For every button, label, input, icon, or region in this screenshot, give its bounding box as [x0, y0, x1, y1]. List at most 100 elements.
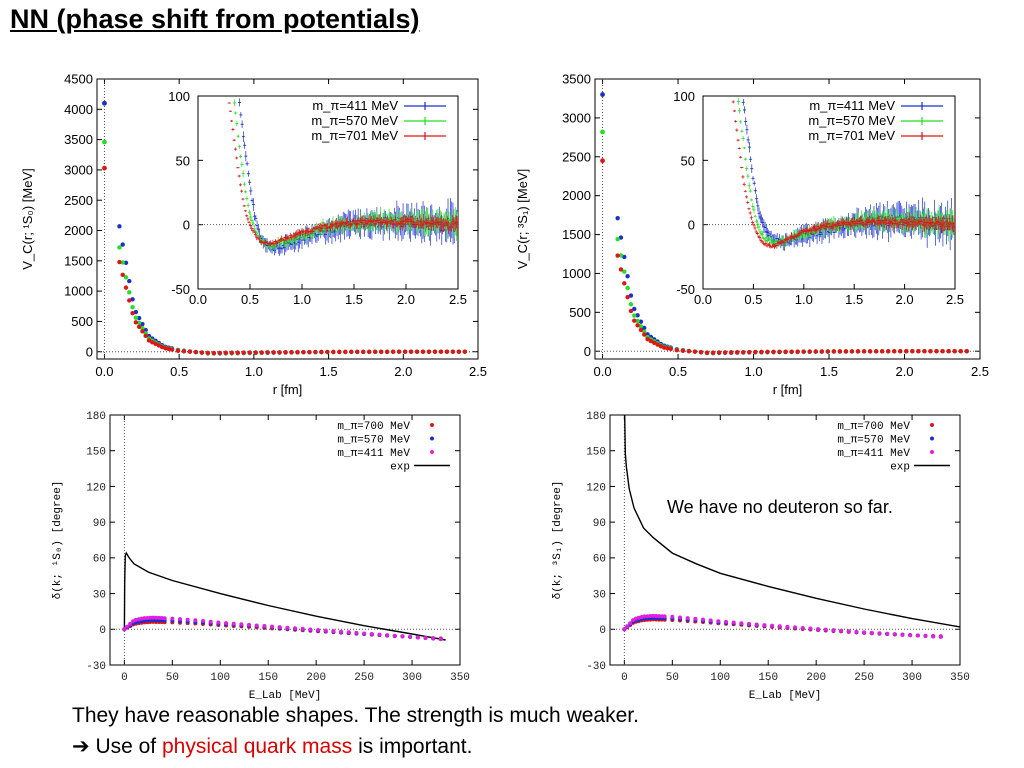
data-point	[462, 349, 468, 354]
data-point	[153, 341, 158, 347]
inset-y-tick-label: 100	[673, 89, 695, 104]
data-point	[638, 319, 644, 324]
data-point	[343, 349, 348, 355]
chart-potential-1s0: 0.0 0.5 1.0 1.5 2.0 2.50500100015002000250030…	[20, 72, 487, 397]
y-tick-label: 0	[599, 625, 606, 637]
data-point	[869, 630, 874, 635]
inset-y-tick-label: 50	[681, 153, 695, 168]
data-point	[879, 349, 885, 354]
data-point	[373, 349, 378, 354]
data-point	[800, 625, 805, 630]
data-point	[658, 344, 664, 349]
plot-frame	[594, 78, 981, 360]
y-tick-label: 2500	[64, 193, 93, 208]
x-axis-label: r [fm]	[773, 382, 803, 397]
data-point	[133, 315, 139, 320]
data-point	[136, 324, 142, 330]
data-point	[169, 347, 175, 352]
data-point	[931, 634, 936, 639]
conclusion-prefix: Use of	[95, 735, 162, 758]
data-point	[216, 620, 221, 625]
data-point	[816, 627, 821, 632]
x-tick-label: 1.0	[245, 364, 263, 379]
data-point	[205, 350, 211, 356]
data-point	[162, 616, 167, 621]
chart-potential-3s1: 0.0 0.5 1.0 1.5 2.0 2.50500100015002000250030…	[515, 72, 989, 397]
data-point	[438, 349, 444, 354]
data-point	[102, 100, 107, 106]
data-point	[377, 632, 382, 637]
data-point	[940, 349, 945, 354]
data-point	[615, 237, 620, 242]
y-tick-label: 3500	[562, 72, 591, 87]
data-point	[208, 619, 213, 624]
data-point	[367, 349, 372, 355]
plot-area	[622, 415, 960, 639]
y-axis-label: V_C(r; ³S₁) [MeV]	[515, 169, 530, 269]
legend-label: m_π=570 MeV	[311, 113, 398, 128]
data-point	[319, 349, 324, 355]
inset-y-tick-label: 50	[176, 153, 190, 168]
data-point	[839, 628, 844, 633]
data-point	[635, 323, 640, 328]
x-tick-label: 1.5	[320, 364, 338, 379]
data-point	[747, 621, 752, 626]
x-tick-label: 300	[902, 672, 922, 684]
data-point	[211, 350, 217, 356]
data-point	[438, 637, 443, 642]
data-point	[325, 349, 330, 355]
data-point	[277, 625, 282, 630]
data-point	[154, 615, 159, 620]
y-tick-label: 3000	[562, 110, 591, 125]
data-point	[307, 349, 312, 355]
inset-x-tick-label: 1.5	[345, 292, 363, 307]
data-point	[140, 329, 145, 334]
data-point	[262, 624, 267, 629]
data-point	[654, 613, 659, 618]
data-point	[686, 349, 692, 354]
data-point	[625, 624, 630, 629]
data-point	[928, 349, 933, 354]
exp-curve	[123, 551, 446, 641]
data-point	[648, 338, 654, 344]
data-point	[618, 253, 624, 258]
data-point	[628, 302, 634, 307]
y-tick-label: 500	[569, 305, 591, 320]
data-point	[384, 349, 390, 354]
data-point	[175, 348, 181, 353]
inset-x-tick-label: 2.0	[896, 292, 914, 307]
data-point	[120, 272, 125, 278]
data-point	[685, 616, 690, 621]
data-point	[862, 630, 867, 635]
data-point	[628, 308, 634, 314]
data-point	[628, 621, 633, 626]
inset-frame	[702, 95, 956, 290]
x-tick-label: 50	[166, 672, 179, 684]
data-point	[123, 260, 129, 266]
data-point	[638, 324, 644, 329]
data-point	[716, 350, 722, 355]
y-tick-label: 120	[86, 482, 106, 494]
data-point	[331, 349, 336, 355]
data-point	[308, 627, 313, 632]
data-point	[285, 625, 290, 630]
inset-x-tick-label: 0.0	[189, 292, 207, 307]
data-point	[301, 349, 306, 355]
data-point	[661, 345, 667, 350]
data-point	[692, 349, 698, 354]
data-point	[642, 614, 647, 619]
data-point	[910, 349, 915, 354]
data-point	[622, 627, 627, 632]
data-point	[892, 632, 897, 637]
data-point	[390, 349, 396, 354]
legend-label: exp	[390, 462, 410, 474]
data-point	[426, 349, 432, 354]
data-point	[283, 350, 288, 355]
data-point	[701, 617, 706, 622]
data-point	[908, 633, 913, 638]
data-point	[846, 629, 851, 634]
chart-phase-shift-1s0: 0 50 100 150 200 250 300 350 -30 0 30 60 90 120 150 180…	[52, 411, 470, 702]
y-tick-label: 4000	[64, 102, 93, 117]
x-tick-label: 2.0	[895, 364, 913, 379]
data-point	[651, 340, 657, 346]
